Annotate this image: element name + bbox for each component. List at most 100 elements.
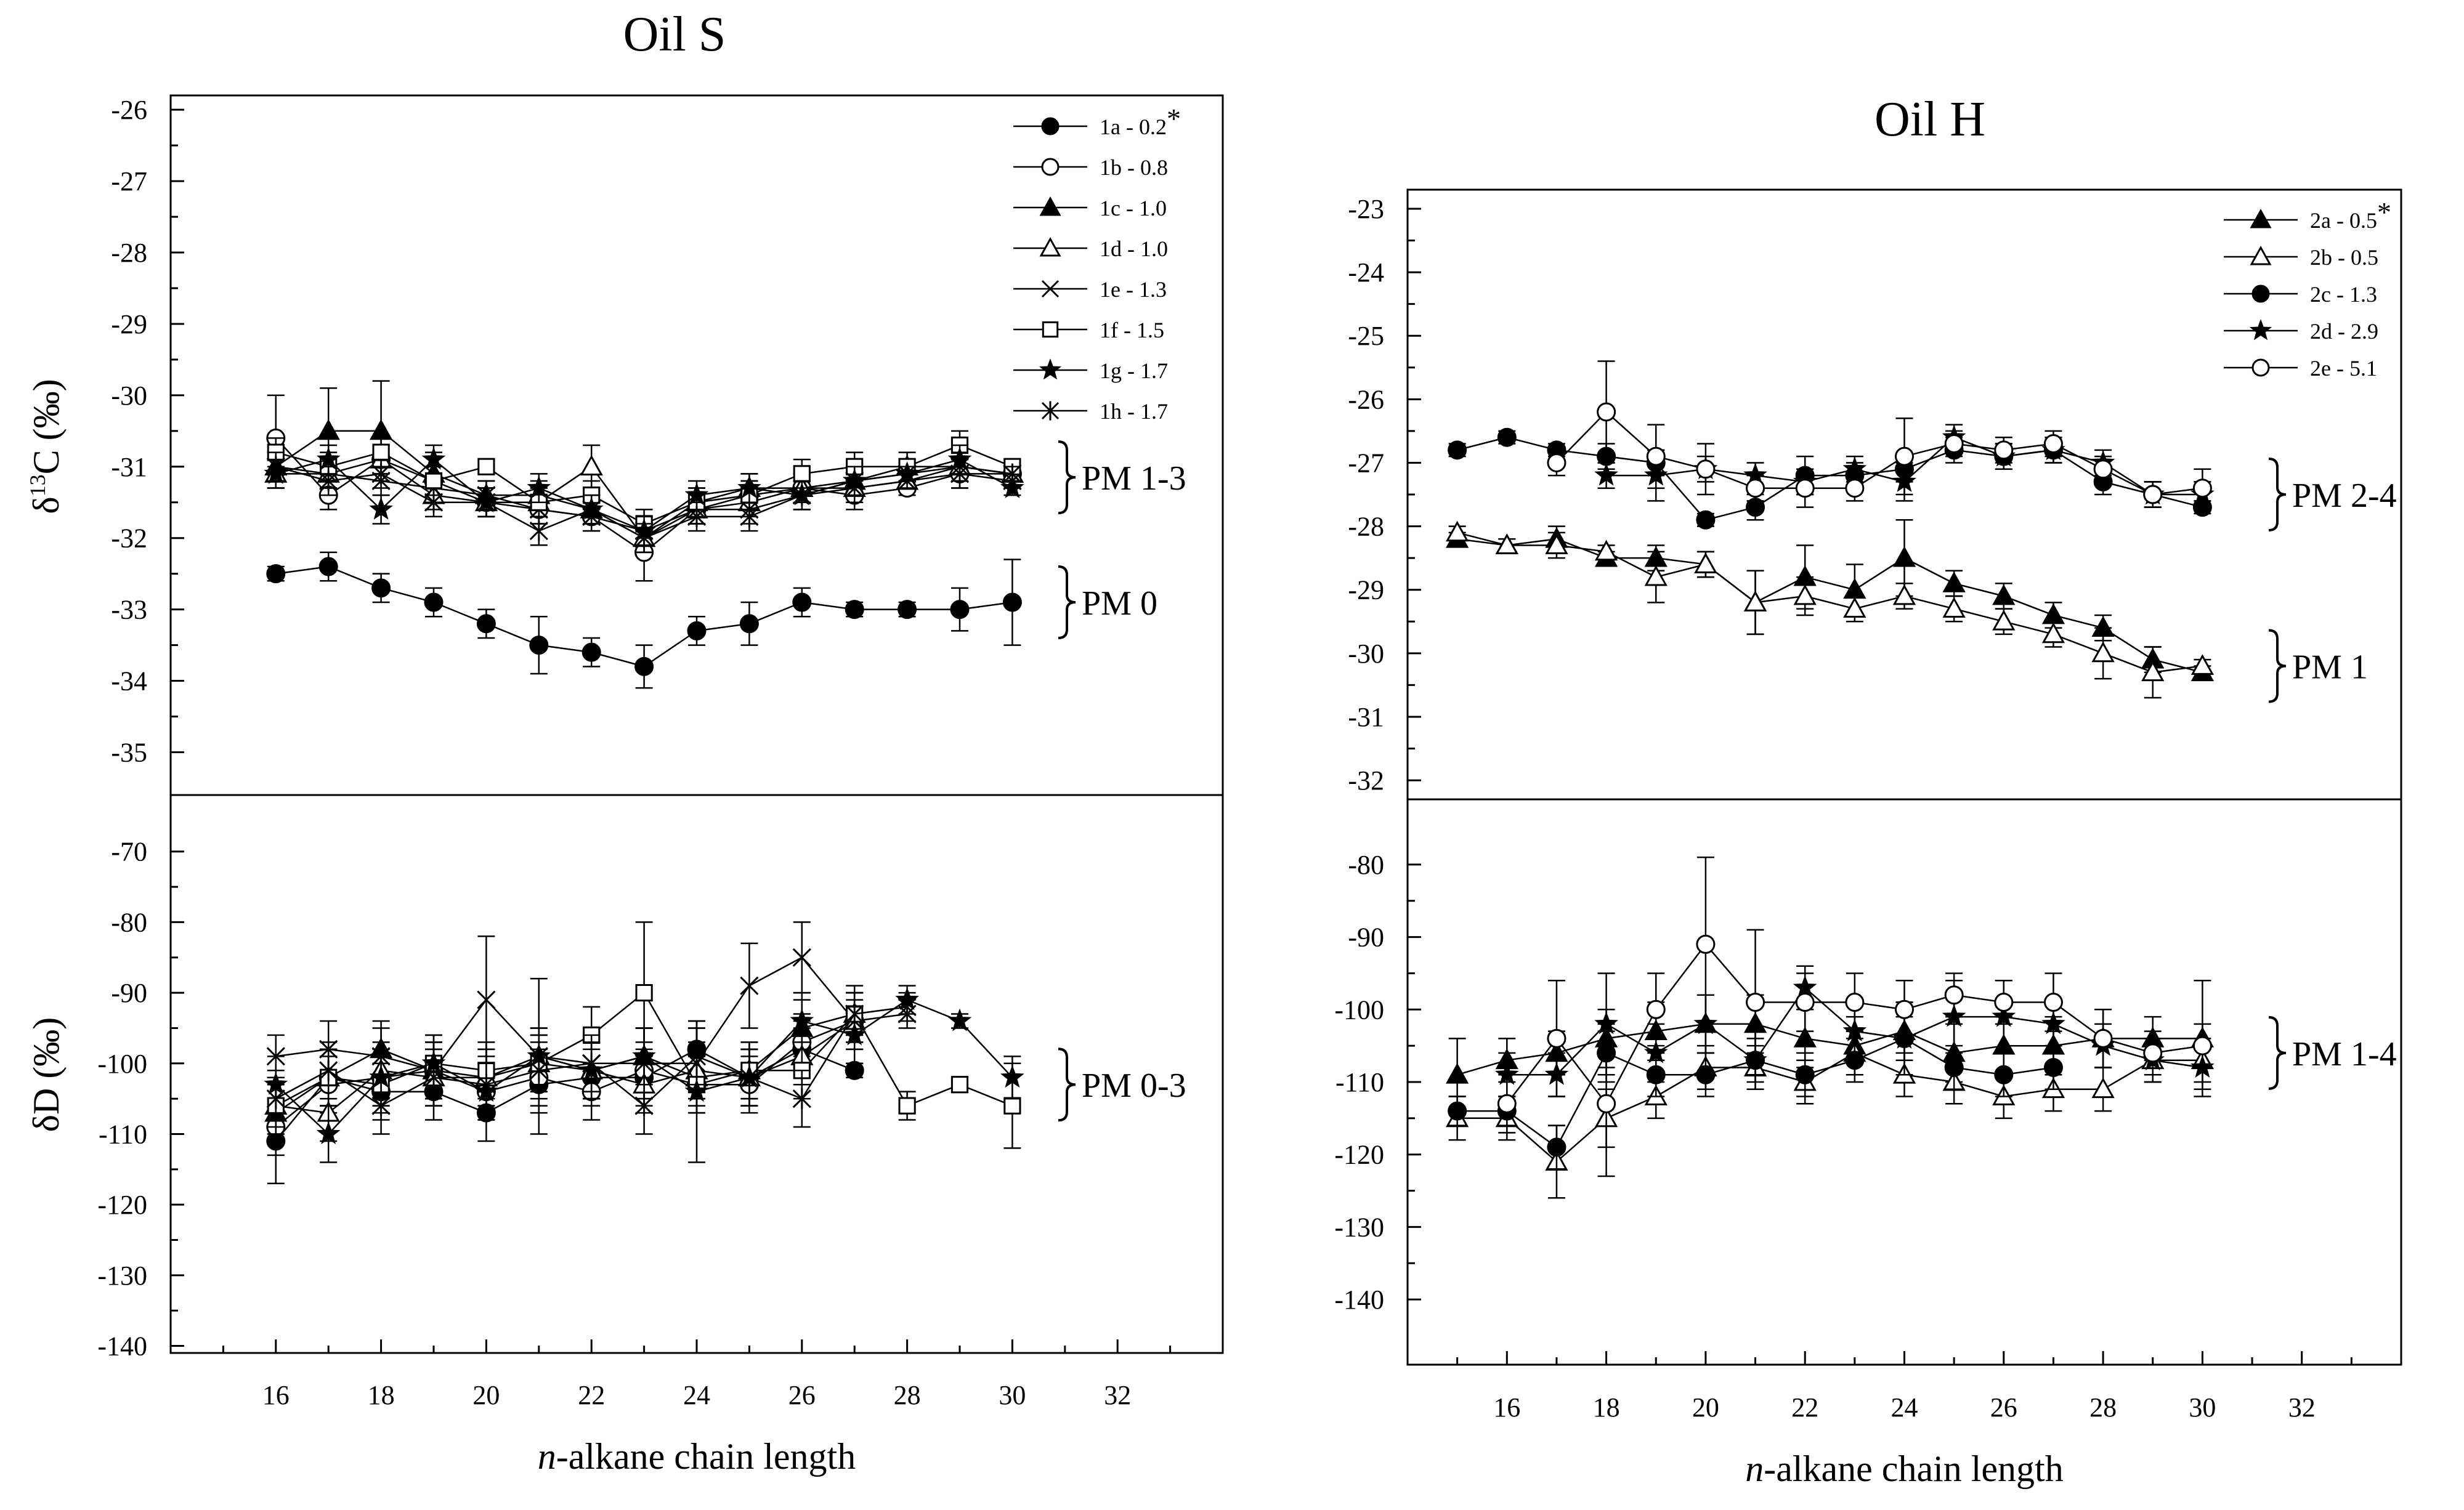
group-annotation: PM 2-4 [2268,458,2397,531]
star-filled-marker [369,496,393,520]
circle-open-marker [2192,1036,2212,1056]
series-2b [1446,520,2215,699]
asterisk-marker [792,1088,811,1109]
circle-filled-marker [1994,1065,2014,1084]
circle-filled-marker [2251,285,2270,303]
legend-name: 1b - 0.8 [1100,155,1168,180]
circle-filled-marker [1002,592,1022,612]
circle-filled-marker [845,1060,864,1080]
circle-filled-marker [1448,1101,1467,1121]
asterisk-marker [529,1060,548,1081]
brace [2268,458,2287,531]
triangle-open-marker [1694,552,1717,573]
asterisk-marker [898,996,917,1017]
annotation-label: PM 1-4 [2292,1035,2397,1073]
circle-filled-marker [845,600,864,620]
legend-name: 1e - 1.3 [1100,277,1167,302]
legend-label: 1b - 0.8 [1100,155,1168,180]
legend-label: 2b - 0.5 [2310,245,2378,270]
asterisk-marker [950,456,970,477]
y-tick-label: -140 [97,1331,147,1362]
triangle-filled-marker [2250,208,2272,228]
legend-label: 1g - 1.7 [1100,358,1168,383]
y-axis-label-part: C (‰) [26,379,67,474]
legend-asterisk: * [1167,103,1181,134]
y-tick-label: -70 [111,837,147,867]
y-tick-label: -28 [1348,512,1384,542]
triangle-filled-marker [1793,1027,1817,1048]
circle-filled-marker [529,636,549,655]
triangle-open-marker [2141,660,2165,682]
circle-filled-marker [950,600,970,620]
circle-open-marker [2143,1043,2163,1063]
asterisk-marker [371,1095,391,1116]
legend-item: 1e - 1.3 [1013,277,1167,302]
circle-open-marker [2043,434,2063,453]
square-open-marker [372,443,390,461]
x-tick-label: 18 [1593,1392,1620,1423]
y-tick-label: -32 [1348,765,1384,796]
circle-open-marker [1041,158,1060,176]
y-tick-label: -31 [111,452,147,482]
asterisk-marker [845,1003,864,1025]
asterisk-marker [740,1067,759,1088]
series-2c [1448,1015,2063,1170]
x-tick-label: 30 [2189,1392,2216,1423]
circle-filled-marker [1448,440,1467,460]
y-axis-label-superscript: 13 [25,474,50,496]
legend-name: 2c - 1.3 [2310,282,2377,307]
y-tick-label: -100 [97,1049,147,1079]
circle-open-marker [1497,1094,1517,1113]
plot-frame [169,94,1224,1354]
x-tick-label: 28 [2089,1392,2117,1423]
x-marker [792,948,811,967]
series-1b [266,991,864,1157]
legend-label: 1c - 1.0 [1100,196,1167,220]
triangle-filled-marker [1942,571,1966,592]
x-axis-label-rest: -alkane chain length [1764,1448,2063,1489]
legend-name: 1h - 1.7 [1100,399,1168,424]
y-tick-label: -27 [111,166,147,196]
star-filled-marker [316,1121,341,1144]
y-tick-label: -28 [111,238,147,268]
triangle-open-marker [1644,565,1668,586]
panel-S-D: -70 -80 -90 -100 -110 -120 -130 -140 δD (‰) PM 0-… [26,837,1186,1362]
series-line [1457,538,2203,674]
triangle-filled-marker [369,419,393,440]
triangle-open-marker [1545,533,1568,554]
asterisk-marker [319,470,338,491]
y-axis-label: δD (‰) [26,1017,67,1132]
circle-open-marker [1895,999,1914,1019]
y-tick-label: -80 [111,907,147,937]
circle-open-marker [1597,1094,1616,1113]
series-2e [1497,856,2212,1177]
circle-open-marker [2043,993,2063,1012]
asterisk-marker [634,1095,654,1116]
circle-filled-marker [1041,117,1060,135]
star-filled-marker [1643,1040,1668,1064]
asterisk-marker [740,506,759,527]
brace [2268,1015,2287,1090]
panel-H-C: -23 -24 -25 -26 -27 -28 -29 -30 -31 -32 PM 2-4 PM 1… [1348,194,2396,796]
legend: 2a - 0.5* 2b - 0.5 2c - 1.3 2d - 2.9 2e - 5.… [2224,196,2391,381]
circle-filled-marker [318,557,338,576]
legend-name: 2a - 0.5 [2310,208,2377,233]
legend-item: 2c - 1.3 [2224,282,2377,307]
y-tick-label: -31 [1348,702,1384,732]
y-tick-label: -26 [1348,384,1384,414]
circle-open-marker [1696,459,1716,479]
circle-open-marker [2192,478,2212,498]
asterisk-marker [529,520,548,541]
y-tick-label: -130 [1334,1212,1384,1242]
series-1a [266,551,1022,689]
legend-item: 1c - 1.0 [1013,196,1167,220]
circle-filled-marker [424,592,444,612]
brace [1058,565,1076,640]
series-line [1457,531,2203,674]
brace [2268,629,2287,703]
square-open-marker [793,465,811,483]
x-tick-label: 20 [1692,1392,1719,1423]
triangle-filled-marker [1992,584,2016,605]
asterisk-marker [266,456,285,477]
